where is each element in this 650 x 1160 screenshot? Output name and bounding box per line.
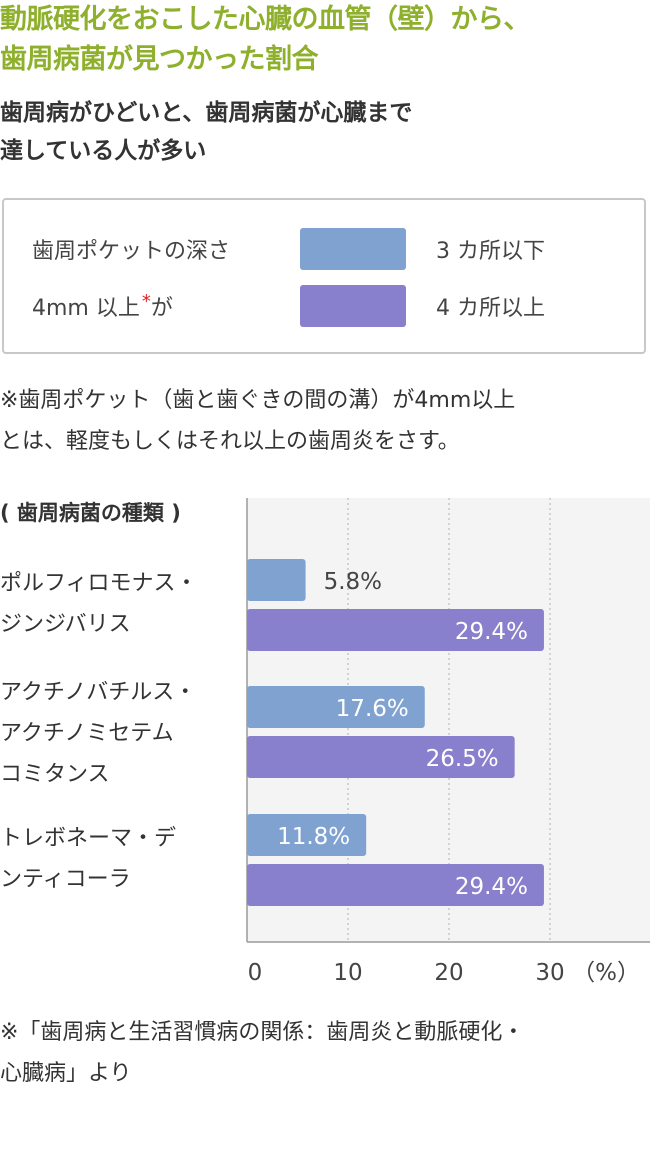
bar-s2-c1: [247, 609, 544, 651]
data-label-s1-c3: 11.8%: [277, 824, 350, 850]
chart-title: 動脈硬化をおこした心臓の血管（壁）から、 歯周病菌が見つかった割合: [0, 0, 650, 80]
legend-label-line-2: 4mm 以上 *が: [32, 290, 300, 322]
x-tick-label-30: 30: [535, 960, 564, 986]
x-tick-label-20: 20: [434, 960, 463, 986]
bar-chart-svg: ( 歯周病菌の種類 ) ポルフィロモナス・ジンジバリス 5.8% 29.4% アクチノバ…: [0, 498, 650, 986]
category-label-3-line-1: トレボネーマ・デ: [0, 826, 176, 851]
legend-label-line-1: 歯周ポケットの深さ: [32, 239, 231, 264]
data-label-s2-c1: 29.4%: [455, 619, 528, 645]
legend-value-3-or-less: 3 カ所以下: [436, 239, 545, 264]
bar-s1-c1: [247, 559, 306, 601]
footnote-definition: ※歯周ポケット（歯と歯ぐきの間の溝）が4mm以上 とは、軽度もしくはそれ以上の歯…: [0, 380, 650, 462]
category-header: ( 歯周病菌の種類 ): [0, 501, 181, 525]
legend-swatch-4-or-more: [300, 285, 406, 327]
footnote-line-2: とは、軽度もしくはそれ以上の歯周炎をさす。: [0, 429, 460, 454]
source-line-2: 心臓病」より: [0, 1061, 132, 1086]
x-axis-unit: （%）: [572, 960, 640, 986]
chart-title-line-1: 動脈硬化をおこした心臓の血管（壁）から、: [0, 4, 531, 35]
bar-s1-c2: [247, 686, 425, 728]
category-label-2-line-1: アクチノバチルス・: [0, 680, 196, 705]
legend-label-4mm: 4mm 以上: [32, 296, 140, 321]
data-label-s2-c2: 26.5%: [426, 746, 499, 772]
x-tick-label-10: 10: [333, 960, 362, 986]
subtitle-line-2: 達している人が多い: [0, 138, 207, 164]
legend-value-4-or-more: 4 カ所以上: [436, 296, 545, 321]
legend-row-2: 4mm 以上 *が 4 カ所以上: [32, 285, 632, 327]
bar-chart: ( 歯周病菌の種類 ) ポルフィロモナス・ ジンジバリス 5.8% 29.4% アクチノバ…: [0, 492, 650, 1002]
category-label-3-line-2: ンティコーラ: [0, 867, 131, 892]
chart-subtitle: 歯周病がひどいと、歯周病菌が心臓まで 達している人が多い: [0, 94, 650, 170]
category-label-2-line-3: コミタンス: [0, 762, 110, 787]
category-label-1-line-1: ポルフィロモナス・: [0, 571, 198, 596]
subtitle-line-1: 歯周病がひどいと、歯周病菌が心臓まで: [0, 100, 413, 126]
data-label-s1-c1: 5.8%: [324, 569, 382, 595]
legend-asterisk: *: [141, 290, 151, 312]
category-label-1-line-2: ジンジバリス: [0, 612, 131, 637]
source-line-1: ※「歯周病と生活習慣病の関係：歯周炎と動脈硬化・: [0, 1020, 525, 1045]
data-label-s1-c2: 17.6%: [336, 696, 409, 722]
chart-title-line-2: 歯周病菌が見つかった割合: [0, 44, 319, 75]
category-label-2-line-2: アクチノミセテム: [0, 721, 174, 746]
bar-s1-c3: [247, 814, 367, 856]
source-note: ※「歯周病と生活習慣病の関係：歯周炎と動脈硬化・ 心臓病」より: [0, 1012, 650, 1094]
legend-row-1: 歯周ポケットの深さ 3 カ所以下: [32, 228, 632, 270]
legend-swatch-3-or-less: [300, 228, 406, 270]
legend-label-suffix: が: [150, 296, 173, 321]
x-tick-label-0: 0: [248, 960, 263, 986]
footnote-line-1: ※歯周ポケット（歯と歯ぐきの間の溝）が4mm以上: [0, 388, 516, 413]
bar-s2-c2: [247, 736, 515, 778]
legend: 歯周ポケットの深さ 3 カ所以下 4mm 以上 *が 4 カ所以上: [2, 198, 646, 354]
bar-s2-c3: [247, 864, 544, 906]
data-label-s2-c3: 29.4%: [455, 874, 528, 900]
